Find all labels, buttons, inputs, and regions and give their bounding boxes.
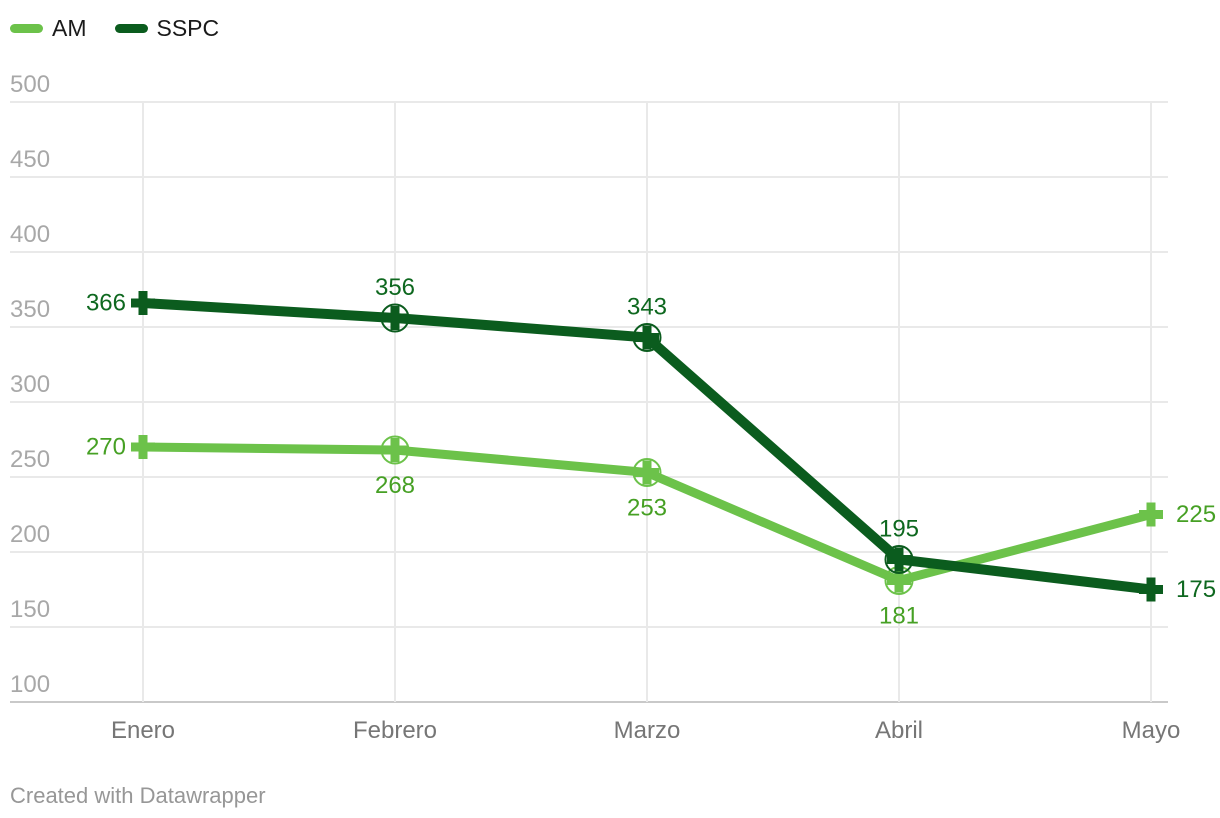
x-tick-label: Febrero <box>353 717 437 744</box>
x-tick-label: Marzo <box>614 717 681 744</box>
y-tick-label: 500 <box>10 71 50 98</box>
value-label-sspc: 343 <box>627 294 667 321</box>
point-circle-sspc <box>884 545 914 574</box>
value-label-am: 225 <box>1176 501 1216 528</box>
value-label-sspc: 175 <box>1176 576 1216 603</box>
y-tick-label: 200 <box>10 521 50 548</box>
value-label-sspc: 195 <box>879 516 919 543</box>
y-tick-label: 450 <box>10 146 50 173</box>
point-marker-am[interactable] <box>635 460 659 485</box>
chart-legend: AM SSPC <box>10 17 219 40</box>
legend-swatch-sspc <box>114 24 148 33</box>
point-marker-sspc[interactable] <box>131 291 155 315</box>
point-circle-am <box>632 458 662 487</box>
legend-item-am: AM <box>10 17 87 40</box>
chart-footer: Created with Datawrapper <box>10 783 266 809</box>
legend-label-sspc: SSPC <box>156 15 220 41</box>
point-circle-sspc <box>632 323 662 352</box>
value-label-sspc: 366 <box>86 290 126 317</box>
point-marker-am[interactable] <box>383 438 407 462</box>
value-label-am: 268 <box>375 472 415 499</box>
y-tick-label: 100 <box>10 671 50 698</box>
point-marker-sspc[interactable] <box>887 547 911 572</box>
point-circle-am <box>380 435 410 465</box>
point-circle-sspc <box>380 303 410 333</box>
y-tick-label: 300 <box>10 371 50 398</box>
y-tick-label: 250 <box>10 446 50 473</box>
value-label-sspc: 356 <box>375 274 415 301</box>
point-marker-am[interactable] <box>131 435 155 459</box>
x-tick-label: Mayo <box>1122 717 1181 744</box>
value-label-am: 253 <box>627 495 667 522</box>
legend-label-am: AM <box>52 15 87 41</box>
value-label-am: 181 <box>879 603 919 630</box>
legend-item-sspc: SSPC <box>114 15 220 41</box>
datawrapper-credit-link[interactable]: Created with Datawrapper <box>10 783 266 808</box>
y-tick-label: 400 <box>10 221 50 248</box>
point-marker-sspc[interactable] <box>635 325 659 350</box>
point-marker-am[interactable] <box>1139 502 1163 527</box>
x-tick-label: Enero <box>111 717 175 744</box>
x-tick-label: Abril <box>875 717 923 744</box>
y-tick-label: 150 <box>10 596 50 623</box>
point-marker-sspc[interactable] <box>1139 577 1163 602</box>
y-tick-label: 350 <box>10 296 50 323</box>
point-marker-sspc[interactable] <box>383 306 407 330</box>
legend-swatch-am <box>10 24 43 33</box>
value-label-am: 270 <box>86 434 126 461</box>
